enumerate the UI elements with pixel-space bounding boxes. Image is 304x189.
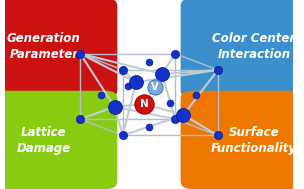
Text: N: N [140, 99, 149, 109]
FancyBboxPatch shape [181, 0, 302, 98]
Text: V: V [151, 82, 158, 92]
FancyBboxPatch shape [181, 91, 302, 189]
FancyBboxPatch shape [0, 91, 117, 189]
FancyBboxPatch shape [0, 0, 117, 98]
Text: Color Center
Interaction: Color Center Interaction [212, 32, 295, 61]
FancyBboxPatch shape [2, 0, 296, 189]
Text: Lattice
Damage: Lattice Damage [17, 126, 71, 155]
Text: Generation
Parameter: Generation Parameter [7, 32, 81, 61]
Text: Surface
Functionality: Surface Functionality [211, 126, 297, 155]
